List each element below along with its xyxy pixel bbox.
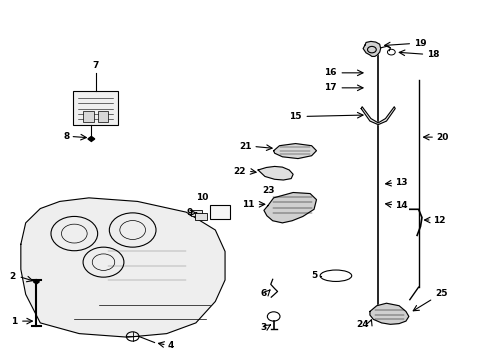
Polygon shape — [258, 166, 292, 180]
Polygon shape — [21, 198, 224, 337]
Polygon shape — [369, 303, 408, 324]
Text: 4: 4 — [167, 341, 174, 350]
Text: 21: 21 — [238, 142, 251, 151]
Text: 17: 17 — [324, 83, 336, 92]
Polygon shape — [88, 136, 95, 141]
Text: 14: 14 — [394, 201, 407, 210]
Text: 16: 16 — [324, 68, 336, 77]
FancyBboxPatch shape — [73, 91, 118, 125]
Text: 15: 15 — [289, 112, 301, 121]
Text: 10: 10 — [196, 193, 208, 202]
FancyBboxPatch shape — [210, 205, 229, 219]
Text: 19: 19 — [413, 39, 426, 48]
Text: 12: 12 — [432, 216, 444, 225]
Text: 6: 6 — [260, 289, 266, 298]
Bar — [83, 111, 94, 122]
Polygon shape — [273, 144, 316, 158]
Text: 25: 25 — [434, 289, 447, 298]
Text: 23: 23 — [262, 186, 274, 195]
Text: 11: 11 — [242, 200, 254, 209]
Polygon shape — [361, 107, 394, 125]
Text: 3: 3 — [260, 323, 266, 332]
Text: 18: 18 — [426, 50, 438, 59]
Text: 2: 2 — [10, 272, 16, 281]
Polygon shape — [264, 193, 316, 223]
Polygon shape — [33, 280, 39, 284]
Text: 22: 22 — [233, 167, 245, 176]
Bar — [98, 111, 108, 122]
Text: 24: 24 — [356, 320, 368, 329]
Bar — [190, 210, 202, 216]
Text: 5: 5 — [310, 271, 317, 280]
Text: 1: 1 — [11, 316, 18, 325]
Text: 8: 8 — [63, 132, 69, 141]
Bar — [195, 213, 206, 220]
Text: 13: 13 — [394, 178, 407, 187]
Polygon shape — [363, 41, 380, 57]
Text: 7: 7 — [92, 61, 99, 70]
Text: 9: 9 — [186, 208, 192, 217]
Text: 20: 20 — [435, 132, 447, 141]
